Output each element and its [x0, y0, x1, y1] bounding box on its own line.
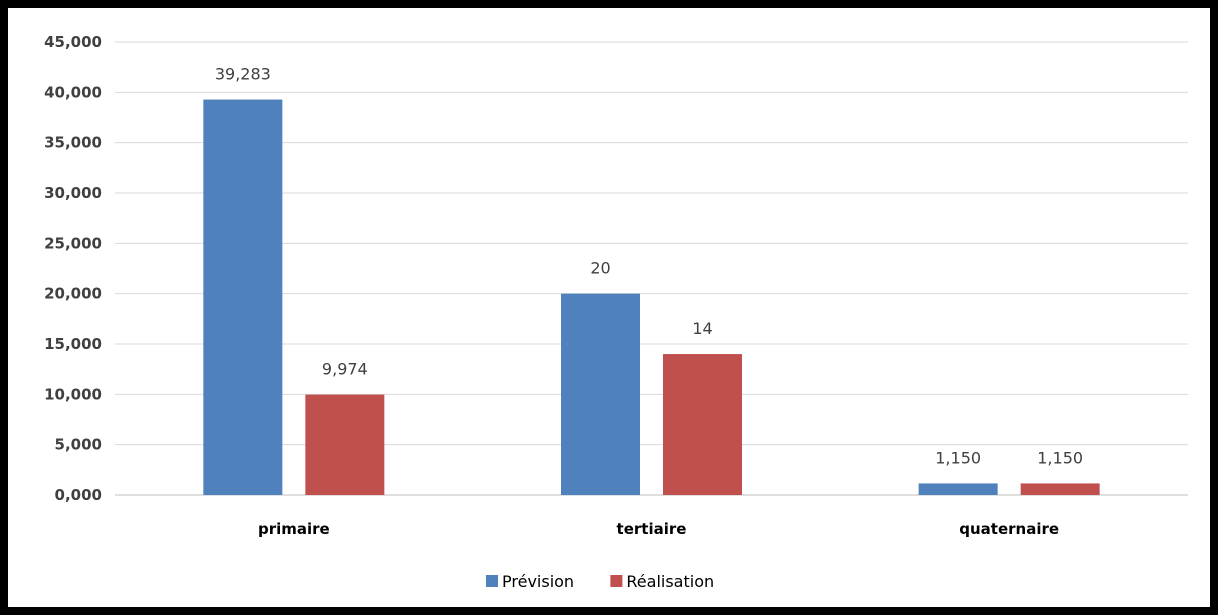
data-labels: 39,283 9,974 20 14 1,150 1,150: [215, 65, 1083, 468]
x-category-label: quaternaire: [959, 520, 1059, 538]
data-label: 20: [590, 259, 610, 278]
data-label: 1,150: [935, 448, 981, 467]
gridlines: [115, 41, 1188, 496]
x-category-label: tertiaire: [617, 520, 687, 538]
data-label: 1,150: [1037, 448, 1083, 467]
y-tick-label: 15,000: [44, 335, 102, 353]
y-tick-label: 5,000: [55, 436, 102, 454]
data-label: 9,974: [322, 360, 368, 379]
y-tick-label: 45,000: [44, 33, 102, 51]
bar-r-alisation-quaternaire: [1020, 483, 1100, 495]
bar-pr-vision-primaire: [203, 99, 283, 495]
data-label: 39,283: [215, 65, 271, 84]
bar-r-alisation-tertiaire: [663, 354, 742, 495]
legend-label: Prévision: [502, 572, 574, 591]
bars: [203, 99, 1100, 495]
bar-r-alisation-primaire: [305, 394, 385, 495]
bar-pr-vision-tertiaire: [561, 293, 640, 495]
y-tick-label: 10,000: [44, 385, 102, 403]
y-tick-label: 25,000: [44, 234, 102, 252]
y-axis-ticks: 0,000 5,000 10,000 15,000 20,000 25,000 30,000…: [44, 33, 102, 504]
y-tick-label: 0,000: [55, 486, 102, 504]
legend: Prévision Réalisation: [486, 572, 714, 591]
y-tick-label: 30,000: [44, 184, 102, 202]
legend-label: Réalisation: [626, 572, 714, 591]
data-label: 14: [692, 319, 712, 338]
x-category-label: primaire: [258, 520, 330, 538]
x-axis-categories: primaire tertiaire quaternaire: [258, 520, 1059, 538]
y-tick-label: 20,000: [44, 285, 102, 303]
y-tick-label: 35,000: [44, 134, 102, 152]
legend-swatch: [486, 575, 498, 587]
bar-pr-vision-quaternaire: [918, 483, 998, 495]
y-tick-label: 40,000: [44, 83, 102, 101]
legend-swatch: [610, 575, 623, 587]
